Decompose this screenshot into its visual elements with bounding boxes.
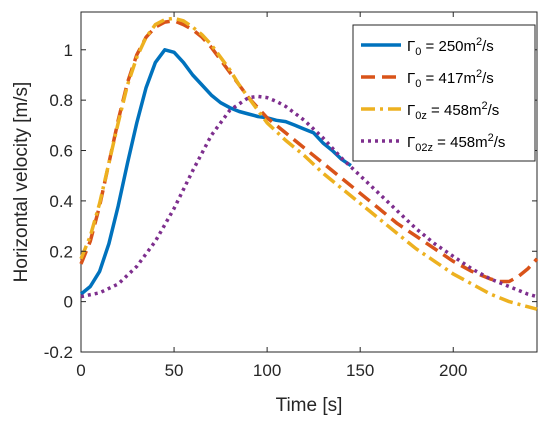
legend-label-4: Γ02z = 458m2/s (407, 132, 505, 154)
x-tick-label: 50 (165, 361, 184, 380)
legend-box (352, 24, 536, 162)
y-tick-label: 0.2 (49, 242, 73, 261)
legend: Γ0 = 250m2/s Γ0 = 417m2/s Γ0z = 458m2/s Γ02… (352, 24, 536, 162)
y-tick-label: 0.6 (49, 142, 73, 161)
y-axis-label: Horizontal velocity [m/s] (11, 82, 32, 283)
y-tick-label: 0.4 (49, 192, 73, 211)
series-line-3 (79, 16, 538, 311)
y-tick-label: 0 (64, 293, 73, 312)
series-layer (79, 16, 539, 311)
x-axis-ticks: 0 50 100 150 200 (76, 12, 467, 380)
y-tick-label: 0.8 (49, 91, 73, 110)
y-axis-ticks: -0.2 0 0.2 0.4 0.6 0.8 1 (44, 41, 537, 362)
series-line-1 (79, 48, 352, 296)
legend-label-3: Γ0z = 458m2/s (407, 100, 499, 122)
x-tick-label: 200 (439, 361, 467, 380)
legend-label-2: Γ0 = 417m2/s (407, 68, 494, 90)
x-tick-label: 100 (253, 361, 281, 380)
y-tick-label: 1 (64, 41, 73, 60)
legend-label-1: Γ0 = 250m2/s (407, 36, 494, 58)
x-tick-label: 150 (346, 361, 374, 380)
x-tick-label: 0 (76, 361, 85, 380)
x-axis-label: Time [s] (276, 395, 343, 416)
y-tick-label: -0.2 (44, 343, 73, 362)
